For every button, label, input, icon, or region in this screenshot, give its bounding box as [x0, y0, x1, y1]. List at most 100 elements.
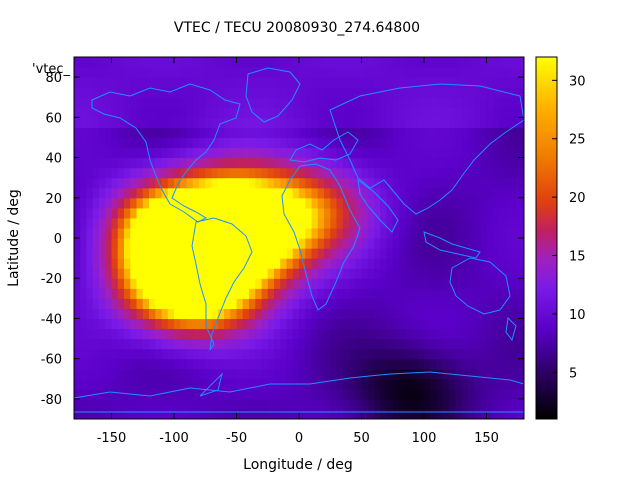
heatmap-cell — [355, 258, 363, 269]
heatmap-cell — [274, 97, 281, 108]
heatmap-cell — [261, 308, 269, 320]
heatmap-cell — [436, 398, 444, 410]
heatmap-cell — [492, 127, 500, 139]
heatmap-cell — [342, 207, 350, 219]
heatmap-cell — [155, 348, 163, 360]
heatmap-cell — [511, 268, 519, 279]
heatmap-cell — [230, 137, 238, 149]
heatmap-cell — [274, 298, 281, 309]
heatmap-cell — [449, 177, 456, 189]
heatmap-cell — [467, 248, 475, 259]
heatmap-cell — [392, 268, 400, 279]
heatmap-cell — [211, 187, 219, 199]
heatmap-cell — [505, 107, 513, 118]
heatmap-cell — [511, 328, 519, 340]
heatmap-cell — [374, 288, 381, 299]
heatmap-cell — [424, 398, 431, 410]
heatmap-cell — [117, 398, 125, 410]
heatmap-cell — [280, 278, 288, 289]
heatmap-cell — [392, 398, 400, 410]
heatmap-cell — [330, 318, 338, 330]
heatmap-cell — [505, 398, 513, 410]
heatmap-cell — [311, 378, 319, 390]
heatmap-cell — [317, 388, 325, 400]
heatmap-cell — [255, 227, 263, 239]
heatmap-cell — [486, 137, 494, 149]
heatmap-cell — [474, 87, 481, 98]
heatmap-cell — [417, 167, 425, 179]
heatmap-cell — [417, 127, 425, 139]
heatmap-cell — [392, 278, 400, 289]
heatmap-cell — [417, 217, 425, 229]
heatmap-cell — [392, 117, 400, 128]
heatmap-cell — [480, 67, 488, 78]
heatmap-cell — [492, 278, 500, 289]
heatmap-cell — [180, 398, 188, 410]
heatmap-cell — [92, 87, 100, 98]
heatmap-cell — [486, 217, 494, 229]
heatmap-cell — [117, 227, 125, 239]
heatmap-cell — [355, 318, 363, 330]
heatmap-cell — [274, 137, 281, 149]
heatmap-cell — [117, 177, 125, 189]
heatmap-cell — [130, 398, 138, 410]
heatmap-cell — [349, 77, 356, 88]
heatmap-cell — [111, 67, 119, 78]
heatmap-cell — [349, 127, 356, 139]
heatmap-cell — [186, 368, 194, 380]
heatmap-cell — [436, 67, 444, 78]
heatmap-cell — [299, 278, 306, 289]
heatmap-cell — [380, 157, 388, 169]
heatmap-cell — [211, 318, 219, 330]
heatmap-cell — [492, 258, 500, 269]
heatmap-cell — [205, 207, 213, 219]
heatmap-cell — [255, 368, 263, 380]
y-tick-label: 0 — [54, 232, 62, 247]
heatmap-cell — [236, 348, 244, 360]
heatmap-cell — [449, 328, 456, 340]
heatmap-cell — [411, 217, 419, 229]
heatmap-cell — [130, 308, 138, 320]
heatmap-cell — [342, 117, 350, 128]
heatmap-cell — [449, 167, 456, 179]
heatmap-cell — [111, 227, 119, 239]
heatmap-cell — [467, 398, 475, 410]
heatmap-cell — [224, 177, 231, 189]
heatmap-cell — [292, 408, 300, 419]
heatmap-cell — [117, 338, 125, 350]
heatmap-cell — [242, 227, 250, 239]
heatmap-cell — [424, 97, 431, 108]
heatmap-cell — [224, 298, 231, 309]
heatmap-cell — [261, 358, 269, 370]
heatmap-cell — [267, 258, 275, 269]
heatmap-cell — [449, 217, 456, 229]
heatmap-cell — [242, 167, 250, 179]
heatmap-cell — [449, 157, 456, 169]
heatmap-cell — [461, 87, 469, 98]
heatmap-cell — [211, 328, 219, 340]
heatmap-cell — [92, 298, 100, 309]
heatmap-cell — [167, 278, 175, 289]
heatmap-cell — [142, 388, 150, 400]
heatmap-cell — [480, 408, 488, 419]
heatmap-cell — [492, 398, 500, 410]
heatmap-cell — [455, 388, 463, 400]
heatmap-cell — [111, 207, 119, 219]
heatmap-cell — [217, 268, 225, 279]
heatmap-cell — [186, 187, 194, 199]
heatmap-cell — [155, 77, 163, 88]
heatmap-cell — [399, 408, 406, 419]
heatmap-cell — [117, 388, 125, 400]
heatmap-cell — [74, 398, 81, 410]
heatmap-cell — [199, 338, 206, 350]
heatmap-cell — [505, 207, 513, 219]
heatmap-cell — [199, 127, 206, 139]
heatmap-cell — [186, 97, 194, 108]
heatmap-cell — [249, 258, 256, 269]
heatmap-cell — [499, 77, 506, 88]
heatmap-cell — [480, 348, 488, 360]
heatmap-cell — [255, 67, 263, 78]
heatmap-cell — [124, 147, 131, 159]
heatmap-cell — [461, 77, 469, 88]
x-axis-ticks: -150 -100 -50 0 50 100 150 — [97, 57, 499, 446]
